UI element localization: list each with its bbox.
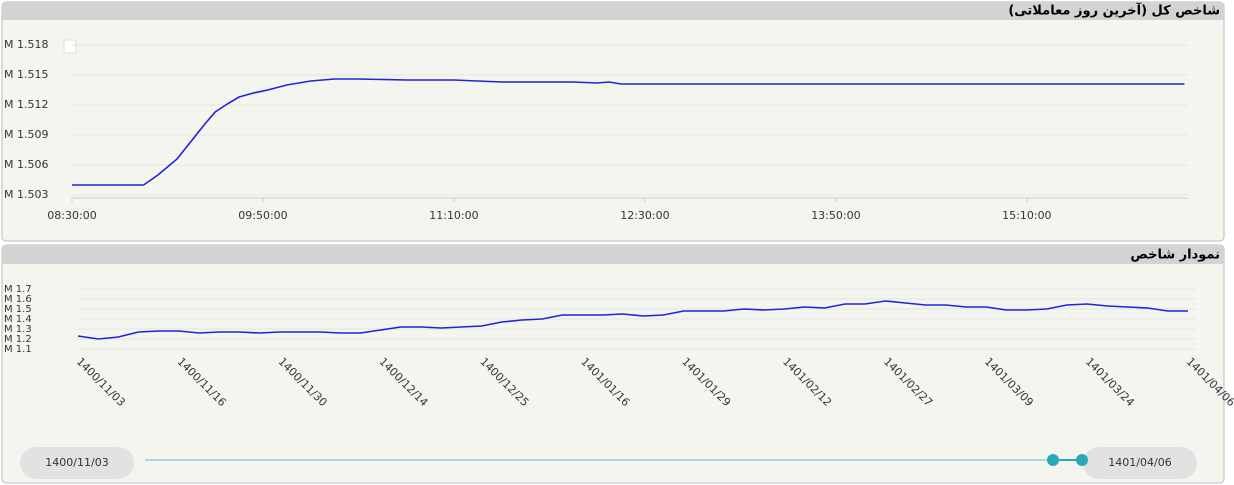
x-tick-label: 13:50:00 — [811, 209, 860, 222]
range-handle[interactable] — [1076, 454, 1088, 466]
panel-title: نمودار شاخص — [1130, 248, 1220, 263]
panel-header — [2, 245, 1224, 264]
y-tick-label: M 1.518 — [4, 38, 48, 51]
line — [72, 78, 1185, 186]
y-tick-label: M 1.515 — [4, 68, 48, 81]
panel — [1, 1, 1225, 242]
checkbox[interactable] — [63, 39, 77, 54]
y-tick-label: M 1.5 — [4, 304, 32, 315]
line — [77, 300, 1188, 340]
panel-title: شاخص کل (آخرین روز معاملاتی) — [1008, 2, 1220, 19]
y-tick-label: M 1.3 — [4, 324, 32, 335]
x-tick-label: 09:50:00 — [238, 209, 287, 222]
y-tick-label: M 1.503 — [4, 188, 48, 201]
range-end: 1401/04/06 — [1108, 456, 1171, 469]
range-start-box[interactable] — [20, 447, 134, 479]
y-tick-label: M 1.4 — [4, 314, 32, 325]
range-end-box[interactable] — [1083, 447, 1197, 479]
y-tick-label: M 1.512 — [4, 98, 48, 111]
y-tick-label: M 1.1 — [4, 344, 32, 355]
x-tick-label: 08:30:00 — [47, 209, 96, 222]
y-tick-label: M 1.506 — [4, 158, 48, 171]
x-tick-label: 12:30:00 — [620, 209, 669, 222]
panel-header — [2, 2, 1224, 20]
y-tick-label: M 1.2 — [4, 334, 32, 345]
range-start: 1400/11/03 — [45, 456, 108, 469]
x-tick-label: 11:10:00 — [429, 209, 478, 222]
y-tick-label: M 1.6 — [4, 294, 32, 305]
range-handle[interactable] — [1047, 454, 1059, 466]
y-tick-label: M 1.509 — [4, 128, 48, 141]
y-tick-label: M 1.7 — [4, 284, 32, 295]
x-tick-label: 15:10:00 — [1002, 209, 1051, 222]
